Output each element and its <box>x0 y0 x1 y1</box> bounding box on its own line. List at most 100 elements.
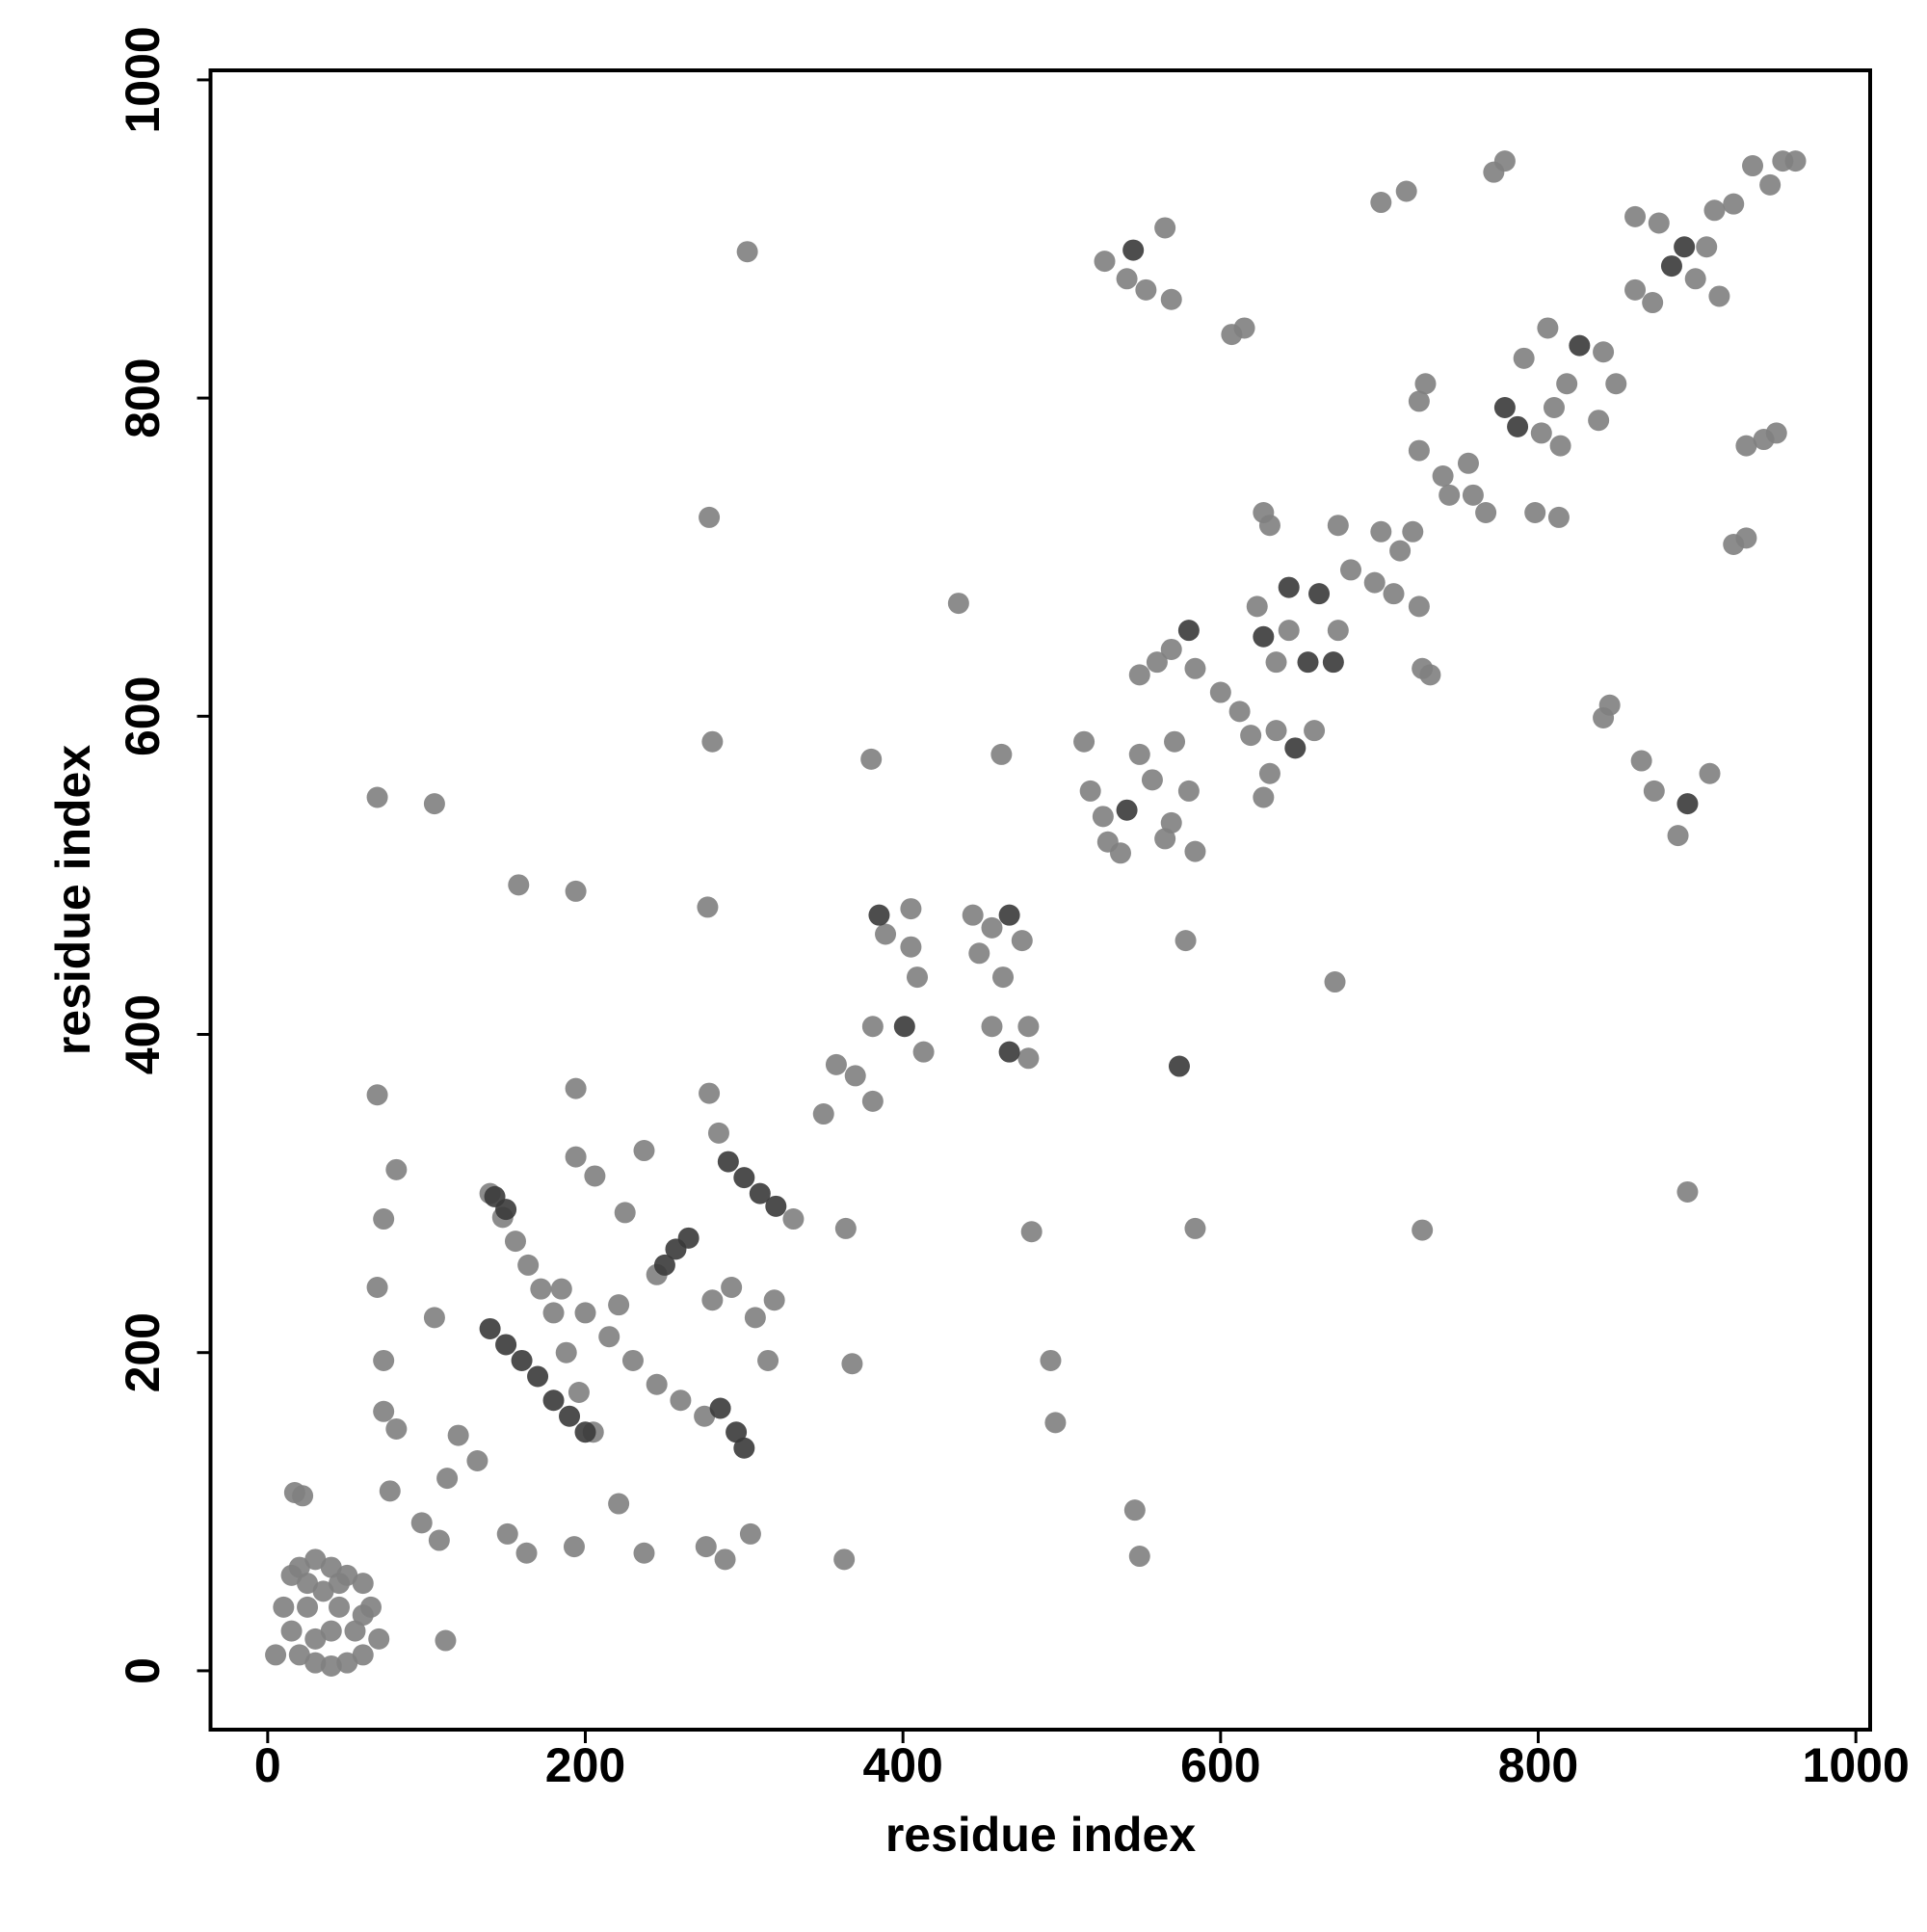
y-tick-label: 1000 <box>116 26 170 133</box>
point <box>653 1254 675 1276</box>
point <box>1228 701 1251 723</box>
point <box>1258 762 1280 784</box>
x-axis-label: residue index <box>885 1808 1197 1862</box>
point <box>304 1628 327 1650</box>
point <box>1154 217 1176 239</box>
point <box>1339 559 1361 581</box>
point <box>1408 439 1430 462</box>
point <box>1327 515 1349 537</box>
y-tick-label: 800 <box>116 357 170 437</box>
point <box>542 1302 565 1324</box>
point <box>436 1468 459 1490</box>
point <box>352 1573 374 1595</box>
point <box>646 1373 668 1395</box>
point <box>782 1208 805 1231</box>
point <box>1278 620 1300 642</box>
point <box>598 1326 620 1348</box>
point <box>1513 347 1535 369</box>
point <box>714 1548 736 1571</box>
point <box>1493 397 1516 419</box>
point <box>1177 620 1200 642</box>
x-tick-label: 200 <box>545 1738 625 1792</box>
point <box>1304 720 1326 742</box>
point <box>1135 278 1157 301</box>
point <box>860 748 883 770</box>
point <box>1017 1016 1040 1038</box>
point <box>726 1421 748 1443</box>
point <box>379 1480 401 1502</box>
point <box>1308 583 1331 605</box>
point <box>320 1654 342 1677</box>
point <box>1439 484 1461 506</box>
x-tick-label: 400 <box>862 1738 942 1792</box>
point <box>812 1103 834 1125</box>
point <box>677 1227 700 1249</box>
y-tick-label: 0 <box>116 1657 170 1684</box>
point <box>1667 825 1689 847</box>
point <box>1363 571 1386 594</box>
point <box>373 1349 395 1371</box>
point <box>1284 737 1307 759</box>
point <box>565 1077 587 1099</box>
point <box>447 1424 469 1446</box>
point <box>1642 292 1664 314</box>
point <box>990 743 1013 765</box>
point <box>1408 595 1430 618</box>
point <box>709 1397 731 1419</box>
point <box>1408 390 1430 412</box>
point <box>981 1016 1003 1038</box>
point <box>701 730 724 753</box>
point <box>304 1652 327 1674</box>
point <box>574 1302 596 1324</box>
point <box>1116 268 1138 290</box>
point <box>496 1522 518 1545</box>
point <box>495 1199 517 1221</box>
point <box>1094 251 1116 273</box>
point <box>1164 730 1186 753</box>
point <box>530 1278 552 1300</box>
point <box>423 793 445 815</box>
point <box>1699 762 1721 784</box>
point <box>1696 236 1718 258</box>
point <box>1141 769 1163 791</box>
point <box>998 1041 1020 1063</box>
point <box>1146 651 1168 674</box>
point <box>1327 620 1349 642</box>
point <box>423 1307 445 1329</box>
point <box>841 1353 863 1375</box>
point <box>721 1277 743 1299</box>
point <box>1556 373 1578 395</box>
point <box>1168 1055 1190 1077</box>
point <box>504 1231 526 1253</box>
point <box>1184 1217 1206 1239</box>
point <box>495 1334 517 1356</box>
point <box>1723 193 1745 215</box>
point <box>1660 255 1682 278</box>
point <box>479 1317 501 1339</box>
point <box>435 1629 457 1652</box>
y-tick-label: 600 <box>116 676 170 756</box>
point <box>559 1405 581 1427</box>
point <box>368 1628 390 1650</box>
point <box>292 1485 314 1507</box>
point <box>834 1217 857 1239</box>
point <box>1530 422 1552 444</box>
point <box>1630 750 1652 772</box>
point <box>320 1620 342 1642</box>
point <box>1598 694 1621 716</box>
point <box>981 916 1003 939</box>
point <box>1549 435 1571 457</box>
point <box>992 966 1015 989</box>
point <box>733 1167 755 1189</box>
point <box>947 593 969 615</box>
point <box>336 1652 358 1674</box>
point <box>1735 435 1757 457</box>
point <box>907 966 929 989</box>
y-axis-label: residue index <box>46 745 100 1056</box>
point <box>288 1644 310 1666</box>
point <box>1684 268 1706 290</box>
point <box>608 1294 630 1316</box>
point <box>574 1421 596 1443</box>
point <box>1184 657 1206 679</box>
